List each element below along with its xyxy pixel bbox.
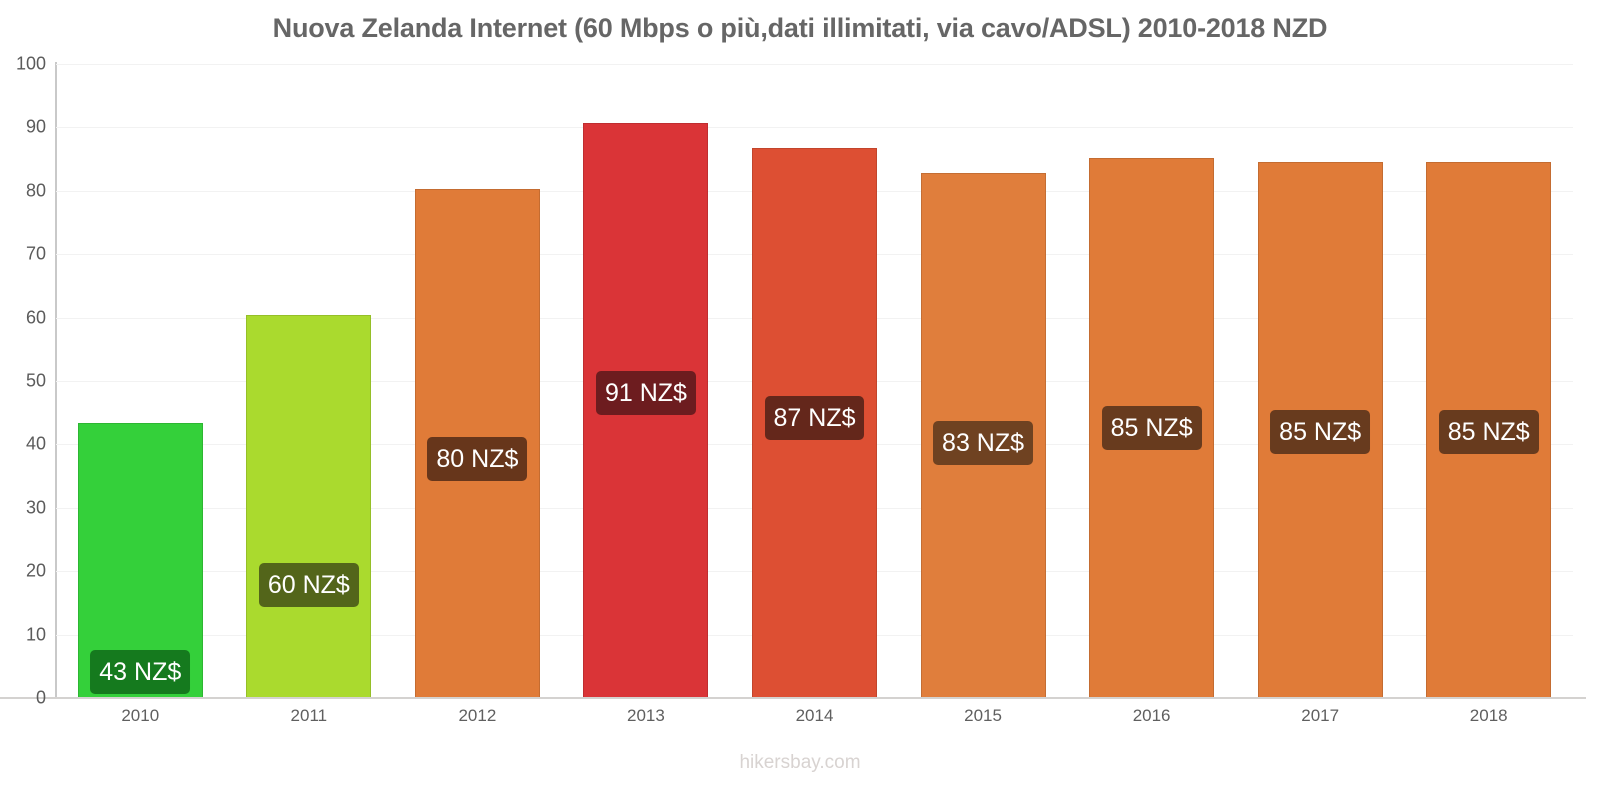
bar-value-label: 85 NZ$ [1438,409,1539,454]
x-axis-tick-label: 2013 [627,706,665,725]
gridline [56,127,1573,129]
x-axis-tick-label: 2014 [795,706,834,725]
x-axis-tick-label: 2011 [290,706,328,725]
bar-value-label: 85 NZ$ [1270,409,1371,454]
bar-value-label: 80 NZ$ [427,436,528,481]
y-axis-tick-label: 10 [25,624,46,645]
x-axis-tick-label: 2010 [121,706,160,725]
y-axis-tick-label: 100 [15,53,46,74]
y-axis-tick-label: 0 [35,687,46,708]
y-axis-tick-label: 80 [25,180,46,201]
page-title: Nuova Zelanda Internet (60 Mbps o più,da… [272,13,1328,43]
x-axis-line [0,697,1586,699]
x-axis-tick-label: 2012 [458,706,497,725]
y-axis-tick-label: 20 [25,560,46,581]
bar-value-label: 60 NZ$ [258,563,359,608]
gridline [56,64,1573,65]
y-axis-tick-label: 70 [25,243,46,264]
watermark-label: hikersbay.com [739,752,861,773]
y-axis-line [55,62,57,699]
bar[interactable] [246,315,372,698]
bar-value-label: 43 NZ$ [90,650,191,694]
x-axis-tick-label: 2015 [964,706,1002,725]
x-axis-tick-label: 2017 [1301,706,1340,725]
x-axis-tick-label: 2018 [1469,706,1508,725]
y-axis-tick-label: 50 [25,370,46,391]
bar-value-label: 87 NZ$ [764,395,865,440]
y-axis-tick-label: 90 [25,116,46,137]
bar-value-label: 83 NZ$ [933,421,1034,466]
y-axis-tick-label: 60 [25,307,46,328]
x-axis-tick-label: 2016 [1132,706,1171,725]
bar-value-label: 91 NZ$ [595,370,696,415]
y-axis-tick-label: 40 [25,433,46,454]
bar-value-label: 85 NZ$ [1101,405,1202,450]
plot-area: 43 NZ$ 60 NZ$ 80 NZ$ 91 NZ$ 87 NZ$ 83 NZ$ 85 N… [56,64,1573,699]
y-axis-tick-label: 30 [25,497,46,518]
